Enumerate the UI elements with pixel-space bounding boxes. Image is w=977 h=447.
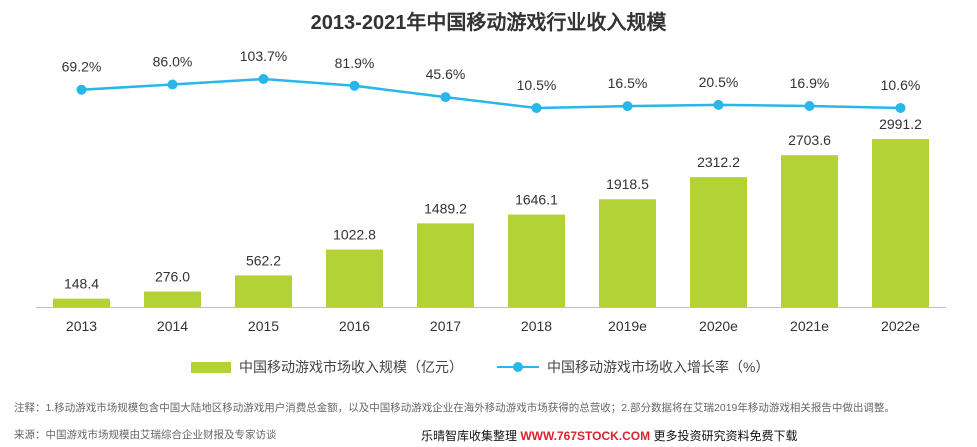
- growth-value-label: 16.5%: [608, 75, 648, 91]
- bar-value-label: 2312.2: [697, 154, 740, 170]
- x-tick-label: 2017: [430, 318, 461, 334]
- bar-value-label: 276.0: [155, 268, 190, 284]
- growth-point: [804, 101, 815, 112]
- growth-point: [713, 99, 724, 110]
- bar: [508, 214, 565, 307]
- bar-value-label: 1022.8: [333, 227, 376, 243]
- bar: [326, 249, 383, 307]
- growth-value-label: 16.9%: [790, 75, 830, 91]
- growth-value-label: 81.9%: [335, 55, 375, 71]
- bar: [235, 275, 292, 307]
- x-tick-label: 2015: [248, 318, 279, 334]
- legend-bar-swatch: [191, 361, 231, 373]
- x-tick-label: 2022e: [881, 318, 920, 334]
- legend-item-growth: 中国移动游戏市场收入增长率（%）: [497, 357, 769, 377]
- legend-label-revenue: 中国移动游戏市场收入规模（亿元）: [239, 359, 463, 375]
- bar: [781, 155, 838, 307]
- bar-value-label: 1489.2: [424, 200, 467, 216]
- x-tick-label: 2021e: [790, 318, 829, 334]
- growth-point: [167, 79, 178, 90]
- bar: [599, 199, 656, 307]
- x-tick-label: 2020e: [699, 318, 738, 334]
- growth-value-label: 20.5%: [699, 74, 739, 90]
- legend-line-swatch: [497, 361, 539, 373]
- x-tick-label: 2018: [521, 318, 552, 334]
- growth-value-label: 10.6%: [881, 77, 921, 93]
- watermark-url: WWW.767STOCK.COM: [520, 429, 651, 443]
- growth-point: [440, 92, 451, 103]
- x-tick-label: 2019e: [608, 318, 647, 334]
- growth-point: [258, 74, 269, 84]
- growth-point: [531, 103, 542, 113]
- growth-value-label: 103.7%: [240, 48, 287, 64]
- bar-value-label: 2703.6: [788, 132, 831, 148]
- growth-point: [349, 80, 360, 91]
- legend-item-revenue: 中国移动游戏市场收入规模（亿元）: [191, 357, 463, 377]
- bar-value-label: 562.2: [246, 252, 281, 268]
- legend-label-growth: 中国移动游戏市场收入增长率（%）: [547, 359, 770, 375]
- bar: [417, 223, 474, 307]
- watermark-prefix: 乐晴智库收集整理: [421, 429, 521, 443]
- growth-point: [895, 102, 906, 113]
- bar-value-label: 148.4: [64, 276, 99, 292]
- growth-line: [81, 77, 901, 110]
- growth-value-label: 86.0%: [153, 54, 193, 70]
- footnote-note: 注释：1.移动游戏市场规模包含中国大陆地区移动游戏用户消费总金额，以及中国移动游…: [14, 402, 895, 414]
- x-tick-label: 2013: [66, 318, 97, 334]
- x-tick-label: 2016: [339, 318, 370, 334]
- watermark: 乐晴智库收集整理 WWW.767STOCK.COM 更多投资研究资料免费下载: [419, 427, 800, 444]
- bar: [144, 291, 201, 307]
- bar-value-label: 2991.2: [879, 116, 922, 132]
- bar: [690, 177, 747, 307]
- footnote-source: 来源：中国游戏市场规模由艾瑞综合企业财报及专家访谈: [14, 429, 277, 441]
- bar: [53, 298, 110, 307]
- growth-point: [622, 101, 633, 112]
- growth-point: [76, 84, 87, 95]
- bar-value-label: 1646.1: [515, 192, 558, 208]
- growth-value-label: 45.6%: [426, 66, 466, 82]
- watermark-suffix: 更多投资研究资料免费下载: [650, 429, 798, 443]
- x-tick-label: 2014: [157, 318, 188, 334]
- bar: [872, 139, 929, 307]
- bar-value-label: 1918.5: [606, 176, 649, 192]
- chart-title: 2013-2021年中国移动游戏行业收入规模: [310, 12, 667, 34]
- growth-value-label: 10.5%: [517, 77, 557, 93]
- growth-value-label: 69.2%: [62, 59, 102, 75]
